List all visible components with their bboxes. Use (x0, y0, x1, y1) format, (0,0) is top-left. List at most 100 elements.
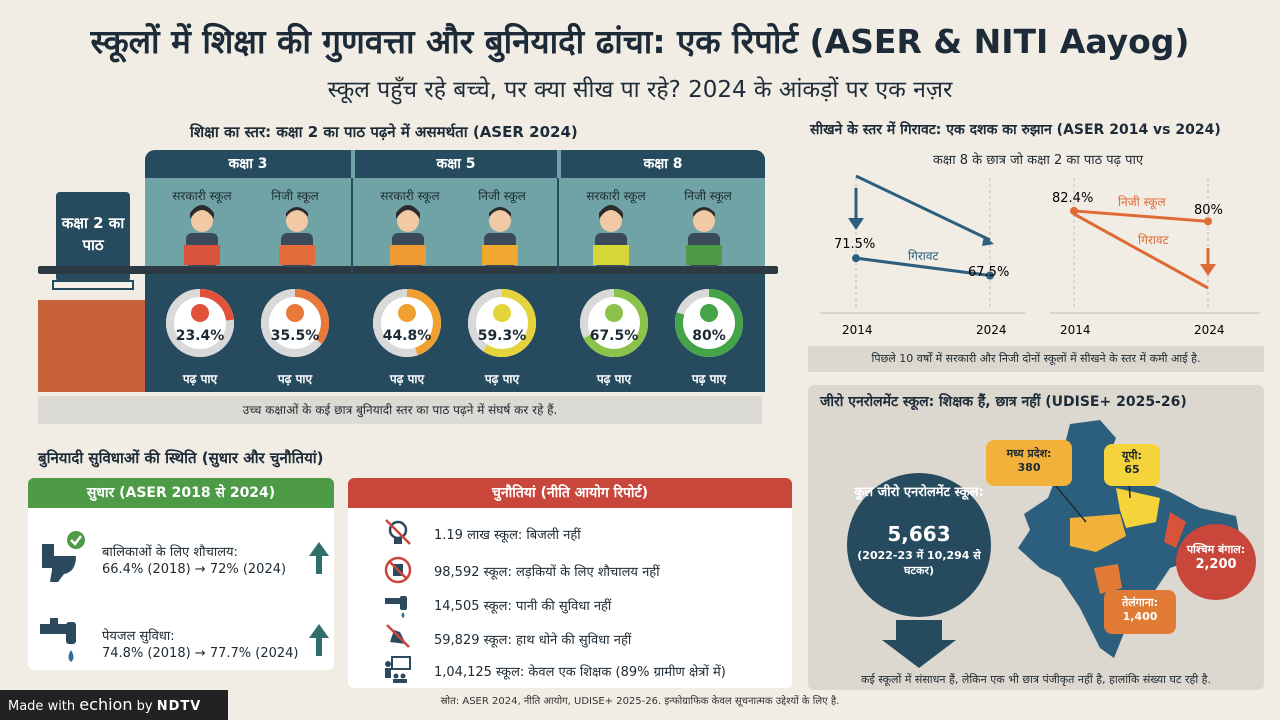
improve-card: सुधार (ASER 2018 से 2024) (28, 478, 334, 670)
donut-value: 67.5% (590, 328, 639, 344)
state-value: 2,200 (1195, 557, 1237, 572)
school-type-pvt: निजी स्कूल (478, 189, 526, 203)
arrow-up-icon (309, 542, 329, 574)
donut-chart: 80% (675, 289, 743, 357)
grade-8-header: कक्षा 8 (559, 150, 765, 178)
govt-value-2014: 71.5% (834, 237, 875, 252)
brand-ndtv: NDTV (156, 699, 202, 714)
donut-chart: 44.8% (373, 289, 441, 357)
donut-value: 35.5% (271, 328, 320, 344)
donut-arc (675, 289, 743, 357)
donut-chart: 35.5% (261, 289, 329, 357)
govt-point-2024 (986, 271, 994, 280)
read-label: पढ़ पाए (182, 372, 218, 386)
page-title: स्कूलों में शिक्षा की गुणवत्ता और बुनिया… (90, 22, 1190, 61)
donut-chart: 23.4% (166, 289, 234, 357)
student-icon (593, 205, 629, 267)
trend-title: सीखने के स्तर में गिरावट: एक दशक का रुझा… (810, 122, 1221, 138)
state-name: तेलंगाना: (1121, 596, 1159, 609)
challenge-item: 98,592 स्कूल: लड़कियों के लिए शौचालय नही… (434, 565, 660, 580)
book-pages (52, 280, 134, 290)
donut-grade3-pvt: 35.5% (256, 284, 334, 366)
brand-echion: echion (79, 695, 133, 714)
bulb-off-icon (385, 519, 411, 545)
state-name: यूपी: (1122, 449, 1142, 462)
face-icon (700, 304, 718, 322)
school-type-pvt: निजी स्कूल (684, 189, 732, 203)
donut-arc (373, 289, 441, 357)
reading-panel-bottom (145, 268, 765, 392)
student-icon (390, 205, 426, 267)
govt-value-2024: 67.5% (968, 265, 1009, 280)
total-label: कुल जीरो एनरोलमेंट स्कूल: (854, 485, 984, 500)
reading-note: उच्च कक्षाओं के कई छात्र बुनियादी स्तर क… (38, 396, 762, 424)
brand-badge[interactable]: Made with echion by NDTV (0, 690, 228, 720)
pvt-value-2024: 80% (1194, 203, 1223, 218)
improve-item-label: पेयजल सुविधा: (102, 629, 175, 644)
read-label: पढ़ पाए (691, 372, 727, 386)
book-label: कक्षा 2 का पाठ (61, 214, 125, 254)
zero-title: जीरो एनरोलमेंट स्कूल: शिक्षक हैं, छात्र … (820, 394, 1187, 410)
govt-point-2014 (852, 254, 860, 263)
govt-trend-line (855, 256, 991, 277)
pvt-trend-line (1073, 209, 1209, 223)
x-tick-2014: 2014 (1060, 323, 1091, 337)
state-name: मध्य प्रदेश: (1006, 447, 1052, 460)
student-icon (184, 205, 220, 267)
school-type-govt: सरकारी स्कूल (172, 189, 232, 203)
state-value: 1,400 (1122, 610, 1158, 623)
x-tick-2024: 2024 (976, 323, 1007, 337)
no-toilet-icon (384, 556, 412, 584)
school-type-govt: सरकारी स्कूल (586, 189, 646, 203)
read-label: पढ़ पाए (277, 372, 313, 386)
student-icon (279, 207, 315, 267)
brand-made: Made with (8, 699, 76, 714)
improve-item-value: 66.4% (2018) → 72% (2024) (102, 562, 287, 577)
state-badge-mp: मध्य प्रदेश: 380 (986, 440, 1072, 486)
tap-icon (40, 618, 76, 662)
single-teacher-icon (385, 656, 411, 683)
state-badge-wb: पश्चिम बंगाल: 2,200 (1176, 524, 1256, 600)
pvt-decline-label: गिरावट (1138, 233, 1170, 247)
school-type-govt: सरकारी स्कूल (380, 189, 440, 203)
no-handwash-icon (386, 624, 410, 648)
pvt-point-2024 (1204, 217, 1212, 226)
school-type-pvt: निजी स्कूल (271, 189, 319, 203)
improve-header: सुधार (ASER 2018 से 2024) (28, 478, 334, 508)
face-icon (605, 304, 623, 322)
state-name: पश्चिम बंगाल: (1186, 543, 1246, 556)
challenge-item: 1.19 लाख स्कूल: बिजली नहीं (434, 528, 581, 543)
grade-divider (557, 178, 559, 392)
state-value: 65 (1124, 463, 1140, 476)
donut-arc (261, 289, 329, 357)
total-bubble (847, 473, 991, 668)
reading-section-title: शिक्षा का स्तर: कक्षा 2 का पाठ पढ़ने में… (190, 123, 578, 141)
total-value: 5,663 (887, 522, 951, 546)
donut-chart: 67.5% (580, 289, 648, 357)
donut-grade5-govt: 44.8% (368, 284, 446, 366)
state-badge-telangana: तेलंगाना: 1,400 (1104, 590, 1176, 634)
face-icon (398, 304, 416, 322)
trend-subtitle: कक्षा 8 के छात्र जो कक्षा 2 का पाठ पढ़ प… (932, 153, 1144, 168)
challenge-item: 14,505 स्कूल: पानी की सुविधा नहीं (434, 599, 612, 614)
donut-value: 59.3% (478, 328, 527, 344)
toilet-icon (42, 531, 85, 582)
face-icon (286, 304, 304, 322)
donut-arc (166, 289, 234, 357)
pvt-value-2014: 82.4% (1052, 191, 1093, 206)
donut-value: 80% (692, 328, 726, 344)
pvt-point-2014 (1070, 206, 1078, 215)
read-label: पढ़ पाए (389, 372, 425, 386)
total-note: (2022-23 में 10,294 से घटकर) (857, 549, 981, 577)
arrow-up-icon (309, 624, 329, 656)
page-subtitle: स्कूल पहुँच रहे बच्चे, पर क्या सीख पा रह… (327, 77, 953, 103)
infra-title: बुनियादी सुविधाओं की स्थिति (सुधार और चु… (38, 449, 324, 467)
challenge-item: 59,829 स्कूल: हाथ धोने की सुविधा नहीं (434, 633, 632, 648)
students-illustration (184, 205, 722, 267)
brand-by: by (136, 699, 153, 714)
donut-chart: 59.3% (468, 289, 536, 357)
grade-divider (351, 178, 353, 392)
pvt-series-name: निजी स्कूल (1118, 195, 1166, 210)
improve-item-label: बालिकाओं के लिए शौचालय: (102, 545, 238, 560)
donut-value: 23.4% (176, 328, 225, 344)
